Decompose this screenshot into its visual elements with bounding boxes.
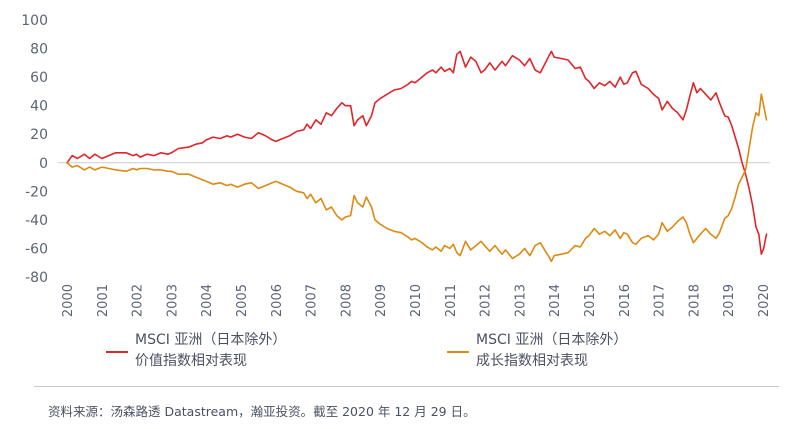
x-tick-label: 2010 <box>409 284 424 317</box>
y-tick-label: -20 <box>25 184 48 200</box>
legend-value-swatch <box>106 351 128 353</box>
legend-value-line2: 价值指数相对表现 <box>135 353 247 369</box>
x-tick-label: 2005 <box>235 284 250 317</box>
x-tick-label: 2019 <box>722 284 737 317</box>
y-tick-label: 20 <box>30 127 48 143</box>
x-tick-label: 2020 <box>757 284 772 317</box>
x-tick-label: 2002 <box>131 284 146 317</box>
x-tick-label: 2009 <box>374 284 389 317</box>
y-tick-label: 40 <box>30 99 48 115</box>
x-tick-label: 2015 <box>583 284 598 317</box>
y-tick-label: 100 <box>21 13 48 29</box>
y-tick-label: -60 <box>25 241 48 257</box>
x-tick-label: 2003 <box>165 284 180 317</box>
legend-growth-series: MSCI 亚洲（日本除外） 成长指数相对表现 <box>447 330 627 372</box>
y-tick-label: -80 <box>25 270 48 286</box>
legend-growth-line2: 成长指数相对表现 <box>476 353 588 369</box>
series-line-value <box>66 50 768 255</box>
x-tick-label: 2016 <box>618 284 633 317</box>
series-line-growth <box>66 93 768 263</box>
x-tick-label: 2017 <box>653 284 668 317</box>
x-tick-label: 2013 <box>513 284 528 317</box>
y-tick-label: 0 <box>39 156 48 172</box>
legend-growth-line1: MSCI 亚洲（日本除外） <box>476 332 628 348</box>
x-tick-label: 2012 <box>479 284 494 317</box>
y-tick-label: 60 <box>30 70 48 86</box>
x-tick-label: 2018 <box>687 284 702 317</box>
x-tick-label: 2006 <box>270 284 285 317</box>
legend-value-series: MSCI 亚洲（日本除外） 价值指数相对表现 <box>106 330 286 372</box>
line-chart: 100 80 60 40 20 0 -20 -40 -60 -80 2000 2001 2002 2003… <box>21 13 772 317</box>
x-tick-label: 2007 <box>305 284 320 317</box>
source-note: 资料来源：汤森路透 Datastream，瀚亚投资。截至 2020 年 12 月… <box>48 404 476 419</box>
x-tick-label: 2008 <box>339 284 354 317</box>
y-tick-label: 80 <box>30 42 48 58</box>
y-tick-label: -40 <box>25 213 48 229</box>
footer-divider <box>34 386 779 387</box>
legend-value-line1: MSCI 亚洲（日本除外） <box>135 332 287 348</box>
x-tick-label: 2000 <box>61 284 76 317</box>
x-tick-label: 2014 <box>548 284 563 317</box>
x-tick-label: 2004 <box>200 284 215 317</box>
x-tick-label: 2011 <box>444 284 459 317</box>
legend-growth-swatch <box>447 351 469 353</box>
x-tick-label: 2001 <box>96 284 111 317</box>
